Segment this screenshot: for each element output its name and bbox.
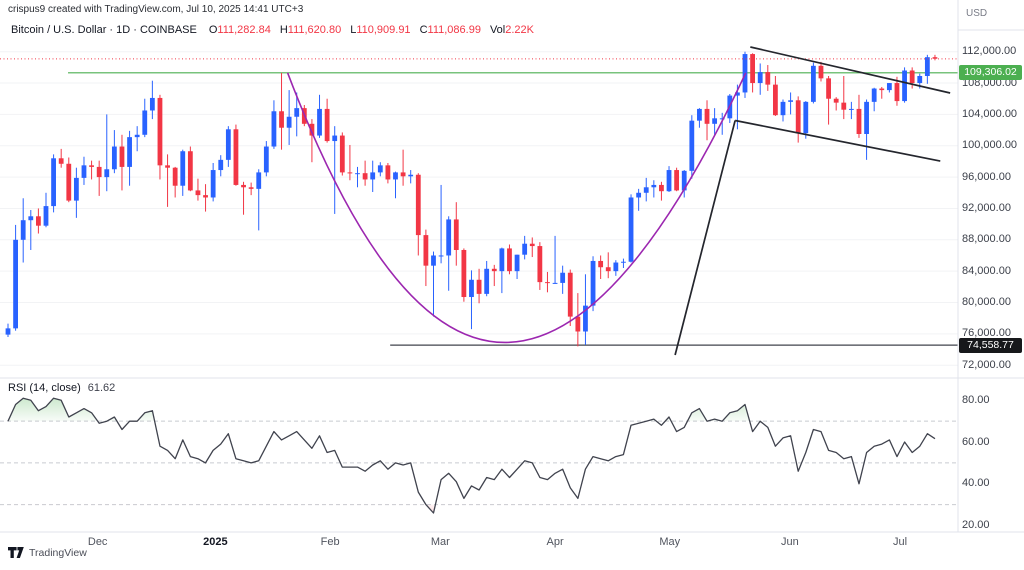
close-value: 111,086.99: [427, 24, 481, 36]
time-tick-label: Dec: [87, 536, 108, 548]
low-label: L: [350, 24, 357, 36]
trend-lines: [674, 46, 951, 356]
open-value: 111,282.84: [217, 24, 271, 36]
tradingview-logo[interactable]: TradingView: [8, 547, 87, 559]
price-tick-label: 80,000.00: [962, 296, 1011, 308]
time-tick-label: 2025: [203, 536, 228, 548]
symbol-legend: Bitcoin / U.S. Dollar · 1D · COINBASE O11…: [11, 24, 534, 36]
time-tick-label: Mar: [430, 536, 450, 548]
price-tick-label: 76,000.00: [962, 327, 1011, 340]
time-tick-label: Jul: [892, 536, 908, 548]
price-tick-label: 72,000.00: [962, 358, 1011, 371]
rsi-value: 61.62: [87, 382, 116, 394]
rsi-tick-label: 80.00: [962, 393, 990, 406]
rsi-legend: RSI (14, close) 61.62: [8, 382, 115, 394]
symbol-title: Bitcoin / U.S. Dollar · 1D · COINBASE: [11, 24, 197, 36]
horizontal-annotation-lines: [68, 72, 958, 346]
time-tick-label: Apr: [546, 536, 564, 548]
low-value: 110,909.91: [356, 24, 411, 36]
rsi-title: RSI (14, close): [8, 382, 81, 394]
tradingview-logo-text: TradingView: [29, 547, 87, 559]
time-tick-label: Jun: [780, 536, 799, 548]
volume-value: 2.22K: [505, 24, 534, 36]
tradingview-logo-icon: [8, 547, 24, 558]
rsi-axis[interactable]: 80.00 60.00 40.00 20.00: [962, 0, 1022, 570]
cup-curve: [286, 72, 747, 343]
price-tick-label: 88,000.00: [962, 233, 1011, 246]
price-label-resistance: 109,306.02: [959, 65, 1022, 81]
price-scale-unit: USD: [966, 8, 988, 19]
watermark-text: crispus9 created with TradingView.com, J…: [8, 4, 304, 15]
time-tick-label: Feb: [320, 536, 340, 548]
price-tick-label: 100,000.00: [962, 139, 1018, 152]
rsi-tick-label: 60.00: [962, 435, 990, 448]
open-label: O: [208, 24, 218, 36]
price-tick-label: 84,000.00: [962, 264, 1011, 277]
price-axis[interactable]: 112,000.00 108,000.00 104,000.00 100,000.00…: [962, 0, 1022, 570]
rsi-overbought-fill: [8, 398, 750, 422]
price-tick-label: 96,000.00: [962, 170, 1011, 183]
rsi-line: [7, 397, 936, 514]
price-tick-label: 104,000.00: [962, 107, 1018, 120]
high-label: H: [279, 24, 288, 36]
price-tick-label: 112,000.00: [962, 45, 1017, 58]
volume-label: Vol: [489, 24, 506, 36]
time-axis[interactable]: Dec 2025 Feb Mar Apr May Jun Jul: [0, 0, 958, 570]
rsi-bands: [0, 420, 958, 506]
rsi-tick-label: 40.00: [962, 477, 990, 490]
price-label-support: 74,558.77: [959, 337, 1022, 353]
rsi-tick-label: 20.00: [962, 518, 990, 531]
time-tick-label: May: [659, 536, 681, 548]
price-tick-label: 92,000.00: [962, 201, 1011, 214]
close-label: C: [419, 24, 428, 36]
high-value: 111,620.80: [287, 24, 342, 36]
